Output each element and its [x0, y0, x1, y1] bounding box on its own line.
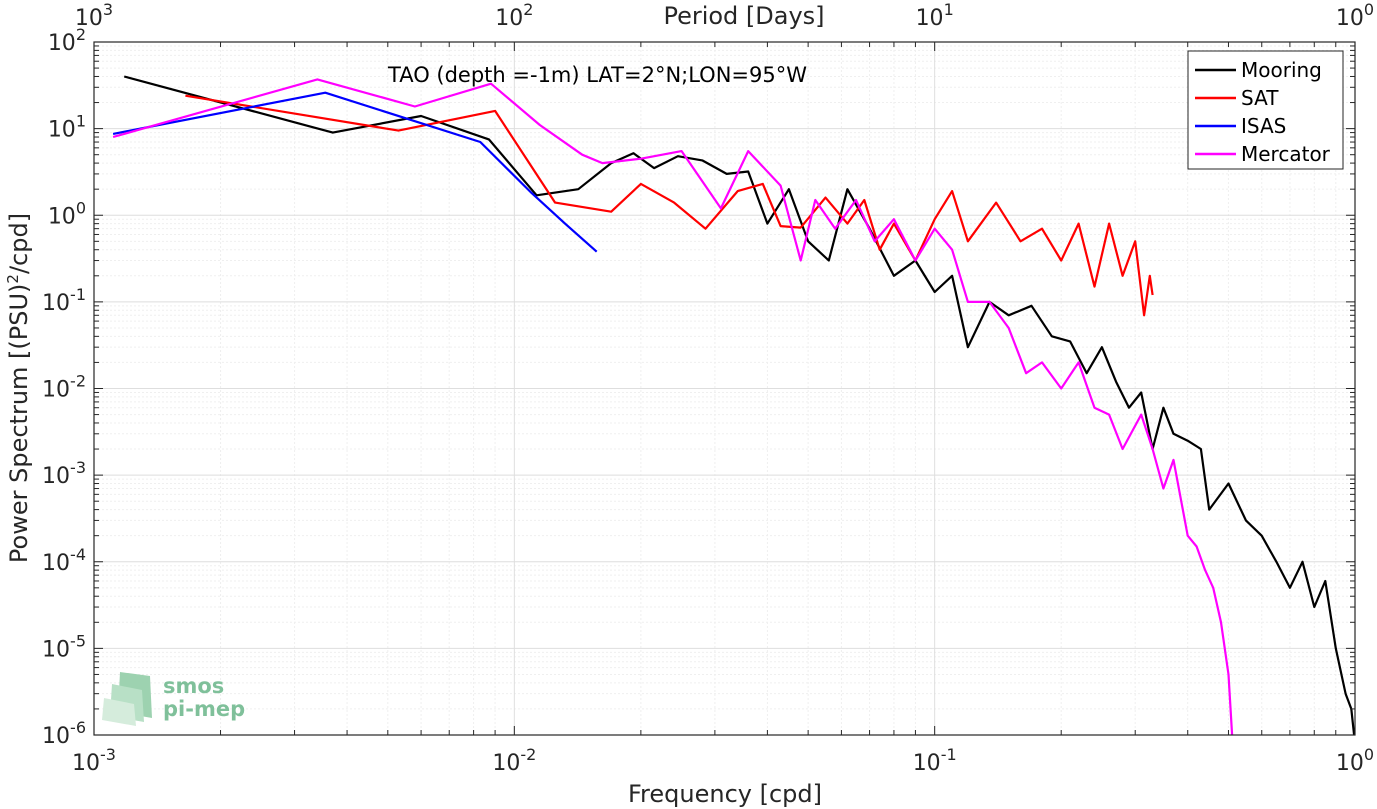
- x2-tick-label: 100: [1336, 0, 1374, 31]
- y-tick-label-base: 10: [48, 31, 76, 56]
- x-tick-label-base: 10: [913, 751, 941, 776]
- minor-grid: [94, 42, 1355, 735]
- x2-axis-title: Period [Days]: [663, 2, 824, 30]
- x2-tick-label-exponent: 0: [1364, 0, 1374, 19]
- x2-tick-label-base: 10: [495, 6, 523, 31]
- x2-tick-label-exponent: 2: [523, 0, 533, 19]
- x-tick-label-exponent: 0: [1364, 745, 1374, 764]
- series-line-sat: [185, 94, 1154, 317]
- x-tick-label-base: 10: [1336, 751, 1364, 776]
- tick-marks: [93, 41, 1356, 736]
- x-axis-title: Frequency [cpd]: [628, 780, 822, 808]
- y-tick-label: 102: [48, 25, 86, 56]
- y-tick-label-exponent: -3: [70, 458, 86, 477]
- series-layer: [112, 75, 1356, 736]
- y-tick-label: 10-1: [42, 285, 86, 316]
- y-tick-label-base: 10: [42, 637, 70, 662]
- x-tick-label-exponent: -1: [941, 745, 957, 764]
- x-tick-label-exponent: -3: [100, 745, 116, 764]
- y-tick-label: 10-3: [42, 458, 86, 489]
- x-tick-label: 10-1: [913, 745, 957, 776]
- y-axis-title-tail: /cpd]: [5, 213, 33, 274]
- legend-label-sat: SAT: [1241, 86, 1279, 110]
- y-tick-label: 100: [48, 198, 86, 229]
- y-tick-label-exponent: -6: [70, 718, 86, 737]
- x2-tick-label-exponent: 1: [944, 0, 954, 19]
- y-tick-label-base: 10: [42, 464, 70, 489]
- y-tick-label-base: 10: [42, 291, 70, 316]
- x-tick-label-base: 10: [492, 751, 520, 776]
- annotation-text: TAO (depth =-1m) LAT=2°N;LON=95°W: [387, 63, 807, 87]
- x2-tick-label-base: 10: [1336, 6, 1364, 31]
- x2-tick-label-base: 10: [75, 6, 103, 31]
- y-tick-label-exponent: -2: [70, 372, 86, 391]
- y-tick-label-base: 10: [42, 551, 70, 576]
- y-tick-label: 10-6: [42, 718, 86, 749]
- y-tick-label-exponent: -4: [70, 545, 86, 564]
- y-tick-label: 10-4: [42, 545, 86, 576]
- series-line-mercator: [112, 78, 1234, 736]
- y-tick-label-exponent: 0: [76, 198, 86, 217]
- y-axis-title-sup: 2: [4, 274, 22, 284]
- x-tick-label: 10-3: [72, 745, 116, 776]
- x2-tick-label: 101: [916, 0, 954, 31]
- y-tick-label-base: 10: [42, 724, 70, 749]
- x-tick-label: 10-2: [492, 745, 536, 776]
- x2-tick-label: 102: [495, 0, 533, 31]
- y-tick-label-exponent: 2: [76, 25, 86, 44]
- logo-text-pimep: pi-mep: [163, 697, 245, 721]
- logo-text-smos: smos: [163, 674, 224, 698]
- x-tick-label-base: 10: [72, 751, 100, 776]
- series-line-mooring: [123, 75, 1356, 736]
- logo-mark-front: [102, 698, 136, 726]
- legend: Mooring SAT ISAS Mercator: [1187, 50, 1344, 170]
- y-tick-label: 10-2: [42, 372, 86, 403]
- y-axis-title-main: Power Spectrum [(PSU): [5, 284, 33, 563]
- series-line-isas: [112, 91, 598, 253]
- x2-tick-label: 103: [75, 0, 113, 31]
- y-tick-label-exponent: -1: [70, 285, 86, 304]
- smos-logo: smos pi-mep: [102, 672, 245, 726]
- y-tick-label-exponent: 1: [76, 112, 86, 131]
- x2-tick-label-base: 10: [916, 6, 944, 31]
- legend-label-mooring: Mooring: [1241, 58, 1322, 82]
- legend-items: Mooring SAT ISAS Mercator: [1195, 58, 1331, 166]
- y-tick-label: 101: [48, 112, 86, 143]
- x-tick-label-exponent: -2: [520, 745, 536, 764]
- y-tick-label-base: 10: [48, 118, 76, 143]
- y-tick-label: 10-5: [42, 631, 86, 662]
- x2-tick-label-exponent: 3: [103, 0, 113, 19]
- legend-label-isas: ISAS: [1241, 114, 1286, 138]
- y-tick-label-base: 10: [48, 204, 76, 229]
- y-axis-title: Power Spectrum [(PSU)2/cpd]: [4, 213, 33, 563]
- legend-label-mercator: Mercator: [1241, 142, 1331, 166]
- y-tick-label-base: 10: [42, 378, 70, 403]
- y-tick-label-exponent: -5: [70, 631, 86, 650]
- x-tick-label: 100: [1336, 745, 1374, 776]
